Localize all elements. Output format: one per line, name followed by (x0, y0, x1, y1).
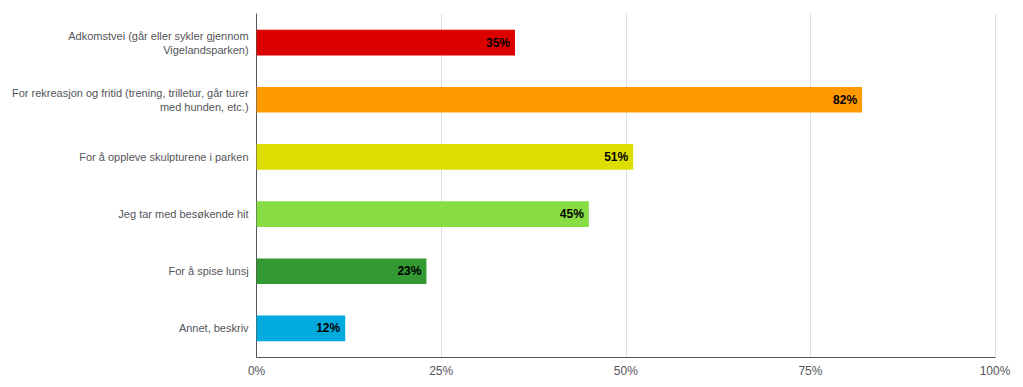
svg-text:Annet, beskriv: Annet, beskriv (179, 322, 249, 334)
svg-text:75%: 75% (798, 364, 822, 378)
svg-text:82%: 82% (833, 93, 857, 107)
svg-text:Jeg tar med besøkende hit: Jeg tar med besøkende hit (118, 208, 248, 220)
svg-text:100%: 100% (980, 364, 1011, 378)
svg-text:For å oppleve skulpturene i pa: For å oppleve skulpturene i parken (79, 151, 248, 163)
svg-text:Adkomstvei (går eller sykler g: Adkomstvei (går eller sykler gjennom (68, 30, 248, 42)
svg-text:51%: 51% (604, 150, 628, 164)
svg-text:35%: 35% (486, 36, 510, 50)
svg-text:For å spise lunsj: For å spise lunsj (168, 265, 248, 277)
svg-text:0%: 0% (248, 364, 266, 378)
svg-text:45%: 45% (560, 207, 584, 221)
svg-text:med hunden, etc.): med hunden, etc.) (160, 101, 249, 113)
svg-text:50%: 50% (614, 364, 638, 378)
svg-text:25%: 25% (429, 364, 453, 378)
svg-text:Vigelandsparken): Vigelandsparken) (163, 44, 248, 56)
svg-text:For rekreasjon og fritid (tren: For rekreasjon og fritid (trening, trill… (12, 87, 249, 99)
svg-text:12%: 12% (316, 321, 340, 335)
svg-text:23%: 23% (397, 264, 421, 278)
